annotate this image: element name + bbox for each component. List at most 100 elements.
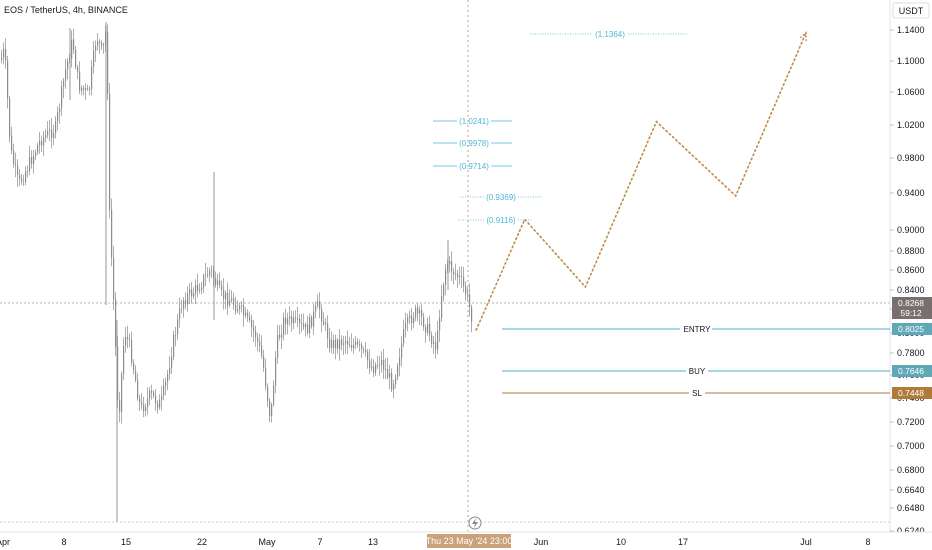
candle-body xyxy=(281,334,283,338)
candle-body xyxy=(455,273,457,275)
candle-body xyxy=(361,344,363,350)
candle-body xyxy=(371,366,373,369)
candle-body xyxy=(417,307,419,314)
candle-body xyxy=(189,289,191,294)
candle-body xyxy=(77,67,79,72)
candle-body xyxy=(145,407,147,412)
price-axis-panel[interactable] xyxy=(890,0,932,532)
candle-body xyxy=(121,374,123,412)
candle-body xyxy=(93,50,95,67)
candle-body xyxy=(149,390,151,399)
candle-body xyxy=(23,181,25,183)
candle-body xyxy=(171,357,173,368)
candle-body xyxy=(127,336,129,340)
candle-body xyxy=(289,316,291,319)
price-tick-label: 1.0600 xyxy=(897,87,925,97)
candle-body xyxy=(355,341,357,345)
candle-body xyxy=(53,133,55,138)
candle-body xyxy=(215,278,217,285)
candle-body xyxy=(259,341,261,346)
price-tick-label: 0.8800 xyxy=(897,246,925,256)
candle-body xyxy=(279,334,281,338)
projection-arrowhead xyxy=(799,31,808,41)
currency-button[interactable] xyxy=(892,2,930,19)
candle-body xyxy=(413,317,415,323)
price-tick-label: 0.6480 xyxy=(897,503,925,513)
candle-body xyxy=(421,310,423,317)
candle-body xyxy=(367,351,369,361)
price-tick-label: 1.0200 xyxy=(897,120,925,130)
lightning-icon[interactable] xyxy=(468,516,482,530)
candle-body xyxy=(135,370,137,381)
candle-body xyxy=(221,285,223,290)
candle-body xyxy=(45,135,47,138)
candle-body xyxy=(15,164,17,166)
price-tick-label: 0.9000 xyxy=(897,225,925,235)
candle-body xyxy=(329,338,331,349)
candle-body xyxy=(343,343,345,345)
candle-body xyxy=(441,296,443,318)
time-tick-label: 8 xyxy=(61,537,66,547)
candle-body xyxy=(179,308,181,320)
candle-body xyxy=(319,301,321,310)
candle-body xyxy=(419,310,421,314)
candle-body xyxy=(241,305,243,307)
candle-body xyxy=(237,309,239,312)
price-tick-label: 1.1400 xyxy=(897,25,925,35)
candle-body xyxy=(331,340,333,349)
candle-body xyxy=(33,156,35,165)
candle-body xyxy=(395,377,397,385)
price-tick-label: 0.9800 xyxy=(897,153,925,163)
candle-body xyxy=(155,395,157,404)
time-tick-label: 13 xyxy=(368,537,378,547)
candle-body xyxy=(345,340,347,344)
candle-body xyxy=(47,130,49,136)
candle-body xyxy=(239,305,241,310)
candle-body xyxy=(167,374,169,382)
entry-price-value: 0.8025 xyxy=(898,324,924,334)
candle-body xyxy=(357,341,359,345)
candle-body xyxy=(317,301,319,306)
candle-body xyxy=(205,274,207,276)
candle-body xyxy=(161,395,163,401)
candle-body xyxy=(381,360,383,365)
candle-body xyxy=(157,403,159,408)
projection-group xyxy=(475,31,808,331)
candle-body xyxy=(245,312,247,316)
candle-body xyxy=(207,274,209,276)
candle-body xyxy=(399,357,401,367)
candle-body xyxy=(337,339,339,349)
price-tick-label: 0.7200 xyxy=(897,417,925,427)
target-4-label: (0.9714) xyxy=(459,162,489,171)
candle-body xyxy=(277,334,279,358)
candle-body xyxy=(177,319,179,335)
crosshair-date-badge xyxy=(427,534,511,548)
current-price-badge xyxy=(892,297,932,319)
candle-body xyxy=(91,67,93,90)
candle-body xyxy=(349,344,351,346)
target-2-label: (1.0241) xyxy=(459,117,489,126)
candle-body xyxy=(243,305,245,316)
currency-label: USDT xyxy=(899,6,924,16)
candle-body xyxy=(153,392,155,396)
buy-price-badge xyxy=(892,365,932,377)
candle-body xyxy=(409,315,411,318)
candle-body xyxy=(353,344,355,348)
candle-body xyxy=(97,41,99,46)
candle-body xyxy=(365,350,367,352)
candle-body xyxy=(191,289,193,297)
candle-body xyxy=(299,318,301,323)
candle-body xyxy=(369,360,371,369)
candle-body xyxy=(11,135,13,151)
candle-body xyxy=(197,285,199,291)
time-tick-label: 17 xyxy=(678,537,688,547)
candle-body xyxy=(467,294,469,296)
candle-body xyxy=(67,61,69,70)
crosshair-date-label: Thu 23 May '24 23:00 xyxy=(426,536,513,546)
candle-body xyxy=(295,317,297,319)
candle-body xyxy=(247,312,249,317)
candle-body xyxy=(359,344,361,346)
candle-body xyxy=(263,355,265,368)
candle-body xyxy=(83,87,85,90)
